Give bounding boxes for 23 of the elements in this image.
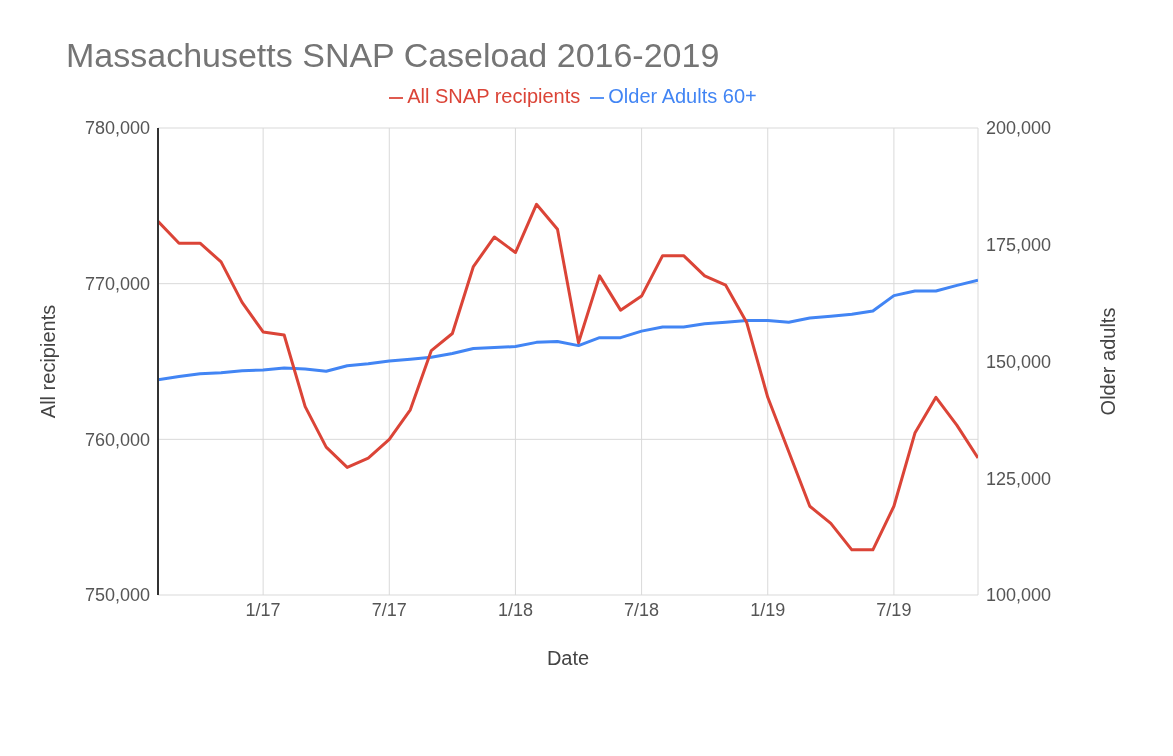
- x-axis-title: Date: [546, 647, 590, 669]
- x-tick-label: 7/18: [624, 599, 660, 620]
- legend-label: Older Adults 60+: [608, 85, 757, 107]
- x-tick-label: 1/17: [245, 599, 281, 620]
- x-tick-label: 7/19: [876, 599, 912, 620]
- y-tick-label: 750,000: [84, 585, 150, 606]
- y-tick-label: 770,000: [84, 274, 150, 295]
- y2-tick-label: 150,000: [986, 351, 1052, 372]
- y2-tick-label: 200,000: [986, 118, 1052, 139]
- y2-tick-label: 100,000: [986, 585, 1052, 606]
- y-tick-label: 760,000: [84, 429, 150, 450]
- x-tick-label: 1/18: [497, 599, 533, 620]
- y-axis-title: All recipients: [37, 304, 60, 419]
- y2-axis-title: Older adults: [1097, 307, 1120, 416]
- y2-tick-label: 125,000: [986, 468, 1052, 489]
- line-series: [158, 202, 978, 552]
- x-tick-label: 7/17: [371, 599, 407, 620]
- x-tick-label: 1/19: [750, 599, 786, 620]
- legend-label: All SNAP recipients: [407, 85, 581, 107]
- y2-tick-label: 175,000: [986, 235, 1052, 256]
- y-tick-label: 780,000: [84, 118, 150, 139]
- line-series: [158, 278, 978, 382]
- chart-title: Massachusetts SNAP Caseload 2016-2019: [65, 35, 721, 75]
